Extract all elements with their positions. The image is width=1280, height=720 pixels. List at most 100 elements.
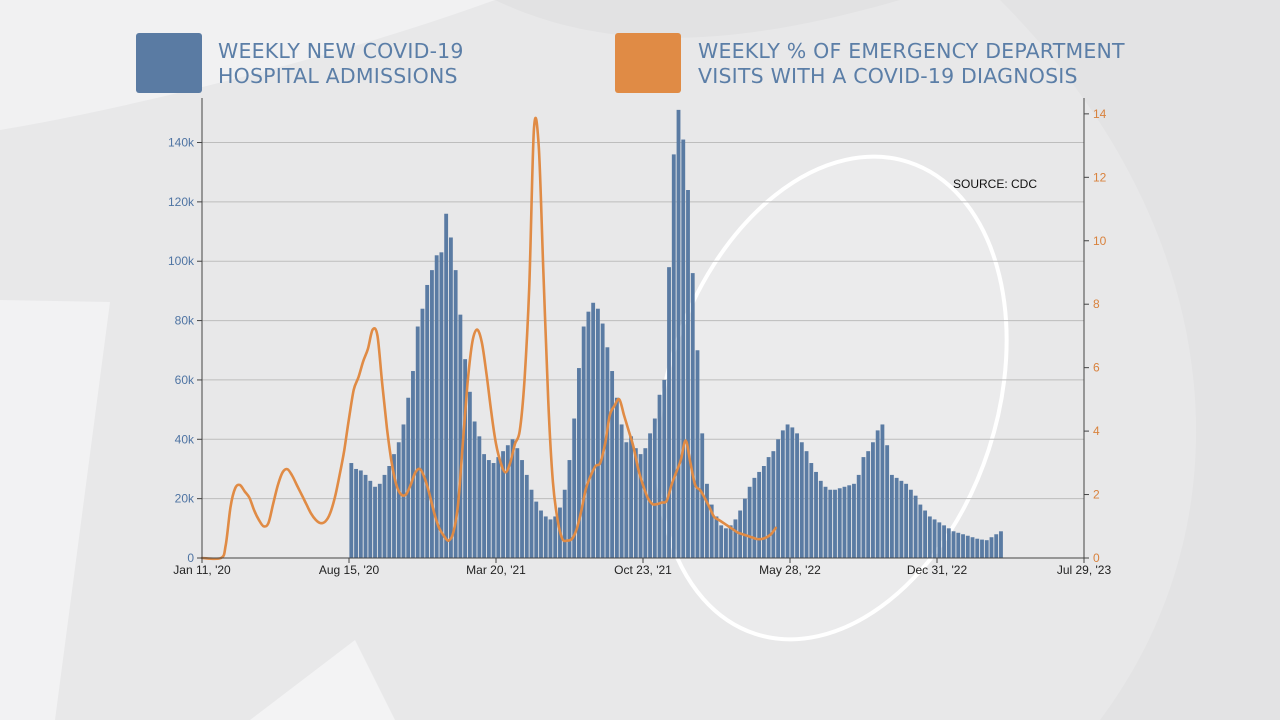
admissions-bar xyxy=(875,430,880,558)
admissions-bar xyxy=(439,252,444,559)
admissions-bar xyxy=(458,314,463,558)
admissions-bar xyxy=(951,531,956,558)
admissions-bar xyxy=(889,474,894,558)
admissions-bar xyxy=(496,457,501,558)
admissions-bar xyxy=(463,359,468,558)
admissions-bar xyxy=(510,439,515,558)
admissions-bar xyxy=(989,537,994,558)
left-tick-label: 0 xyxy=(187,551,194,565)
legend-ed-line1: WEEKLY % OF EMERGENCY DEPARTMENT xyxy=(698,39,1125,63)
admissions-bar xyxy=(524,474,529,558)
admissions-bar xyxy=(780,430,785,558)
admissions-bar xyxy=(681,139,686,558)
admissions-bar xyxy=(852,483,856,558)
admissions-bar xyxy=(610,371,615,558)
admissions-bar xyxy=(842,486,847,558)
admissions-bar xyxy=(577,368,581,558)
legend-admissions-line1: WEEKLY NEW COVID-19 xyxy=(218,39,464,63)
admissions-bar xyxy=(766,457,771,558)
admissions-bar xyxy=(937,522,942,558)
admissions-bar xyxy=(714,516,719,558)
admissions-bar xyxy=(856,474,861,558)
left-tick-label: 80k xyxy=(175,314,195,328)
admissions-bar xyxy=(984,540,989,558)
admissions-bar xyxy=(539,510,543,558)
admissions-bar xyxy=(453,270,458,558)
admissions-bar xyxy=(444,213,449,558)
admissions-bar xyxy=(515,448,520,558)
admissions-bar xyxy=(795,433,799,558)
admissions-bar xyxy=(377,483,382,558)
admissions-bar xyxy=(482,454,487,558)
x-tick-label: Dec 31, '22 xyxy=(907,563,968,577)
admissions-bar xyxy=(629,436,634,558)
bar-series xyxy=(349,109,1003,559)
admissions-bar xyxy=(501,451,505,558)
x-tick-label: Aug 15, '20 xyxy=(319,563,380,577)
admissions-bar xyxy=(548,519,553,558)
admissions-bar xyxy=(837,488,842,558)
admissions-bar xyxy=(401,424,406,558)
left-tick-label: 40k xyxy=(175,432,195,446)
left-tick-label: 120k xyxy=(168,195,195,209)
admissions-bar xyxy=(885,445,890,558)
admissions-bar xyxy=(908,489,913,558)
admissions-bar xyxy=(567,460,572,558)
source-label: SOURCE: CDC xyxy=(953,177,1037,191)
admissions-bar xyxy=(591,302,596,558)
admissions-bar xyxy=(368,480,373,558)
x-tick-label: Jan 11, '20 xyxy=(173,563,231,577)
line-series xyxy=(200,116,778,561)
right-tick-label: 8 xyxy=(1093,297,1100,311)
admissions-bar xyxy=(752,477,757,558)
admissions-bar xyxy=(980,539,984,558)
admissions-bar xyxy=(619,424,624,558)
admissions-bar xyxy=(652,418,657,558)
legend-admissions-line2: HOSPITAL ADMISSIONS xyxy=(218,64,458,88)
admissions-bar xyxy=(349,463,354,558)
legend-swatch-admissions xyxy=(136,33,202,93)
admissions-bar xyxy=(904,483,909,558)
admissions-bar xyxy=(624,442,629,558)
admissions-bar xyxy=(662,379,667,558)
admissions-bar xyxy=(430,270,434,558)
admissions-bar xyxy=(586,311,591,558)
admissions-bar xyxy=(520,460,524,558)
legend-label-ed-visits: WEEKLY % OF EMERGENCY DEPARTMENT VISITS … xyxy=(698,39,1125,89)
x-tick-label: Oct 23, '21 xyxy=(614,563,672,577)
admissions-bar xyxy=(847,485,852,558)
x-tick-label: Mar 20, '21 xyxy=(466,563,526,577)
admissions-bar xyxy=(425,284,430,558)
admissions-bar xyxy=(946,528,951,558)
admissions-bar xyxy=(477,436,482,558)
admissions-bar xyxy=(728,525,733,558)
admissions-bar xyxy=(581,326,586,558)
admissions-bar xyxy=(638,454,643,558)
admissions-bar xyxy=(534,501,539,558)
admissions-bar xyxy=(690,273,695,558)
admissions-bar xyxy=(965,535,970,558)
admissions-bar xyxy=(448,237,453,558)
legend-label-admissions: WEEKLY NEW COVID-19 HOSPITAL ADMISSIONS xyxy=(218,39,464,89)
gridlines xyxy=(202,142,1084,500)
admissions-bar xyxy=(648,433,652,558)
admissions-bar xyxy=(467,391,472,558)
admissions-bar xyxy=(757,471,762,558)
admissions-bar xyxy=(505,445,510,558)
admissions-bar xyxy=(975,538,980,558)
admissions-bar xyxy=(562,489,567,558)
admissions-bar xyxy=(486,460,491,558)
admissions-bar xyxy=(799,442,804,558)
right-tick-label: 10 xyxy=(1093,234,1107,248)
admissions-bar xyxy=(724,528,728,558)
admissions-bar xyxy=(387,466,392,558)
admissions-bar xyxy=(961,534,965,558)
admissions-bar xyxy=(643,448,648,558)
admissions-bar xyxy=(776,439,781,558)
right-tick-label: 4 xyxy=(1093,424,1100,438)
legend-ed-line2: VISITS WITH A COVID-19 DIAGNOSIS xyxy=(698,64,1078,88)
left-tick-label: 20k xyxy=(175,492,195,506)
admissions-bar xyxy=(823,486,828,558)
admissions-bar xyxy=(999,531,1003,558)
